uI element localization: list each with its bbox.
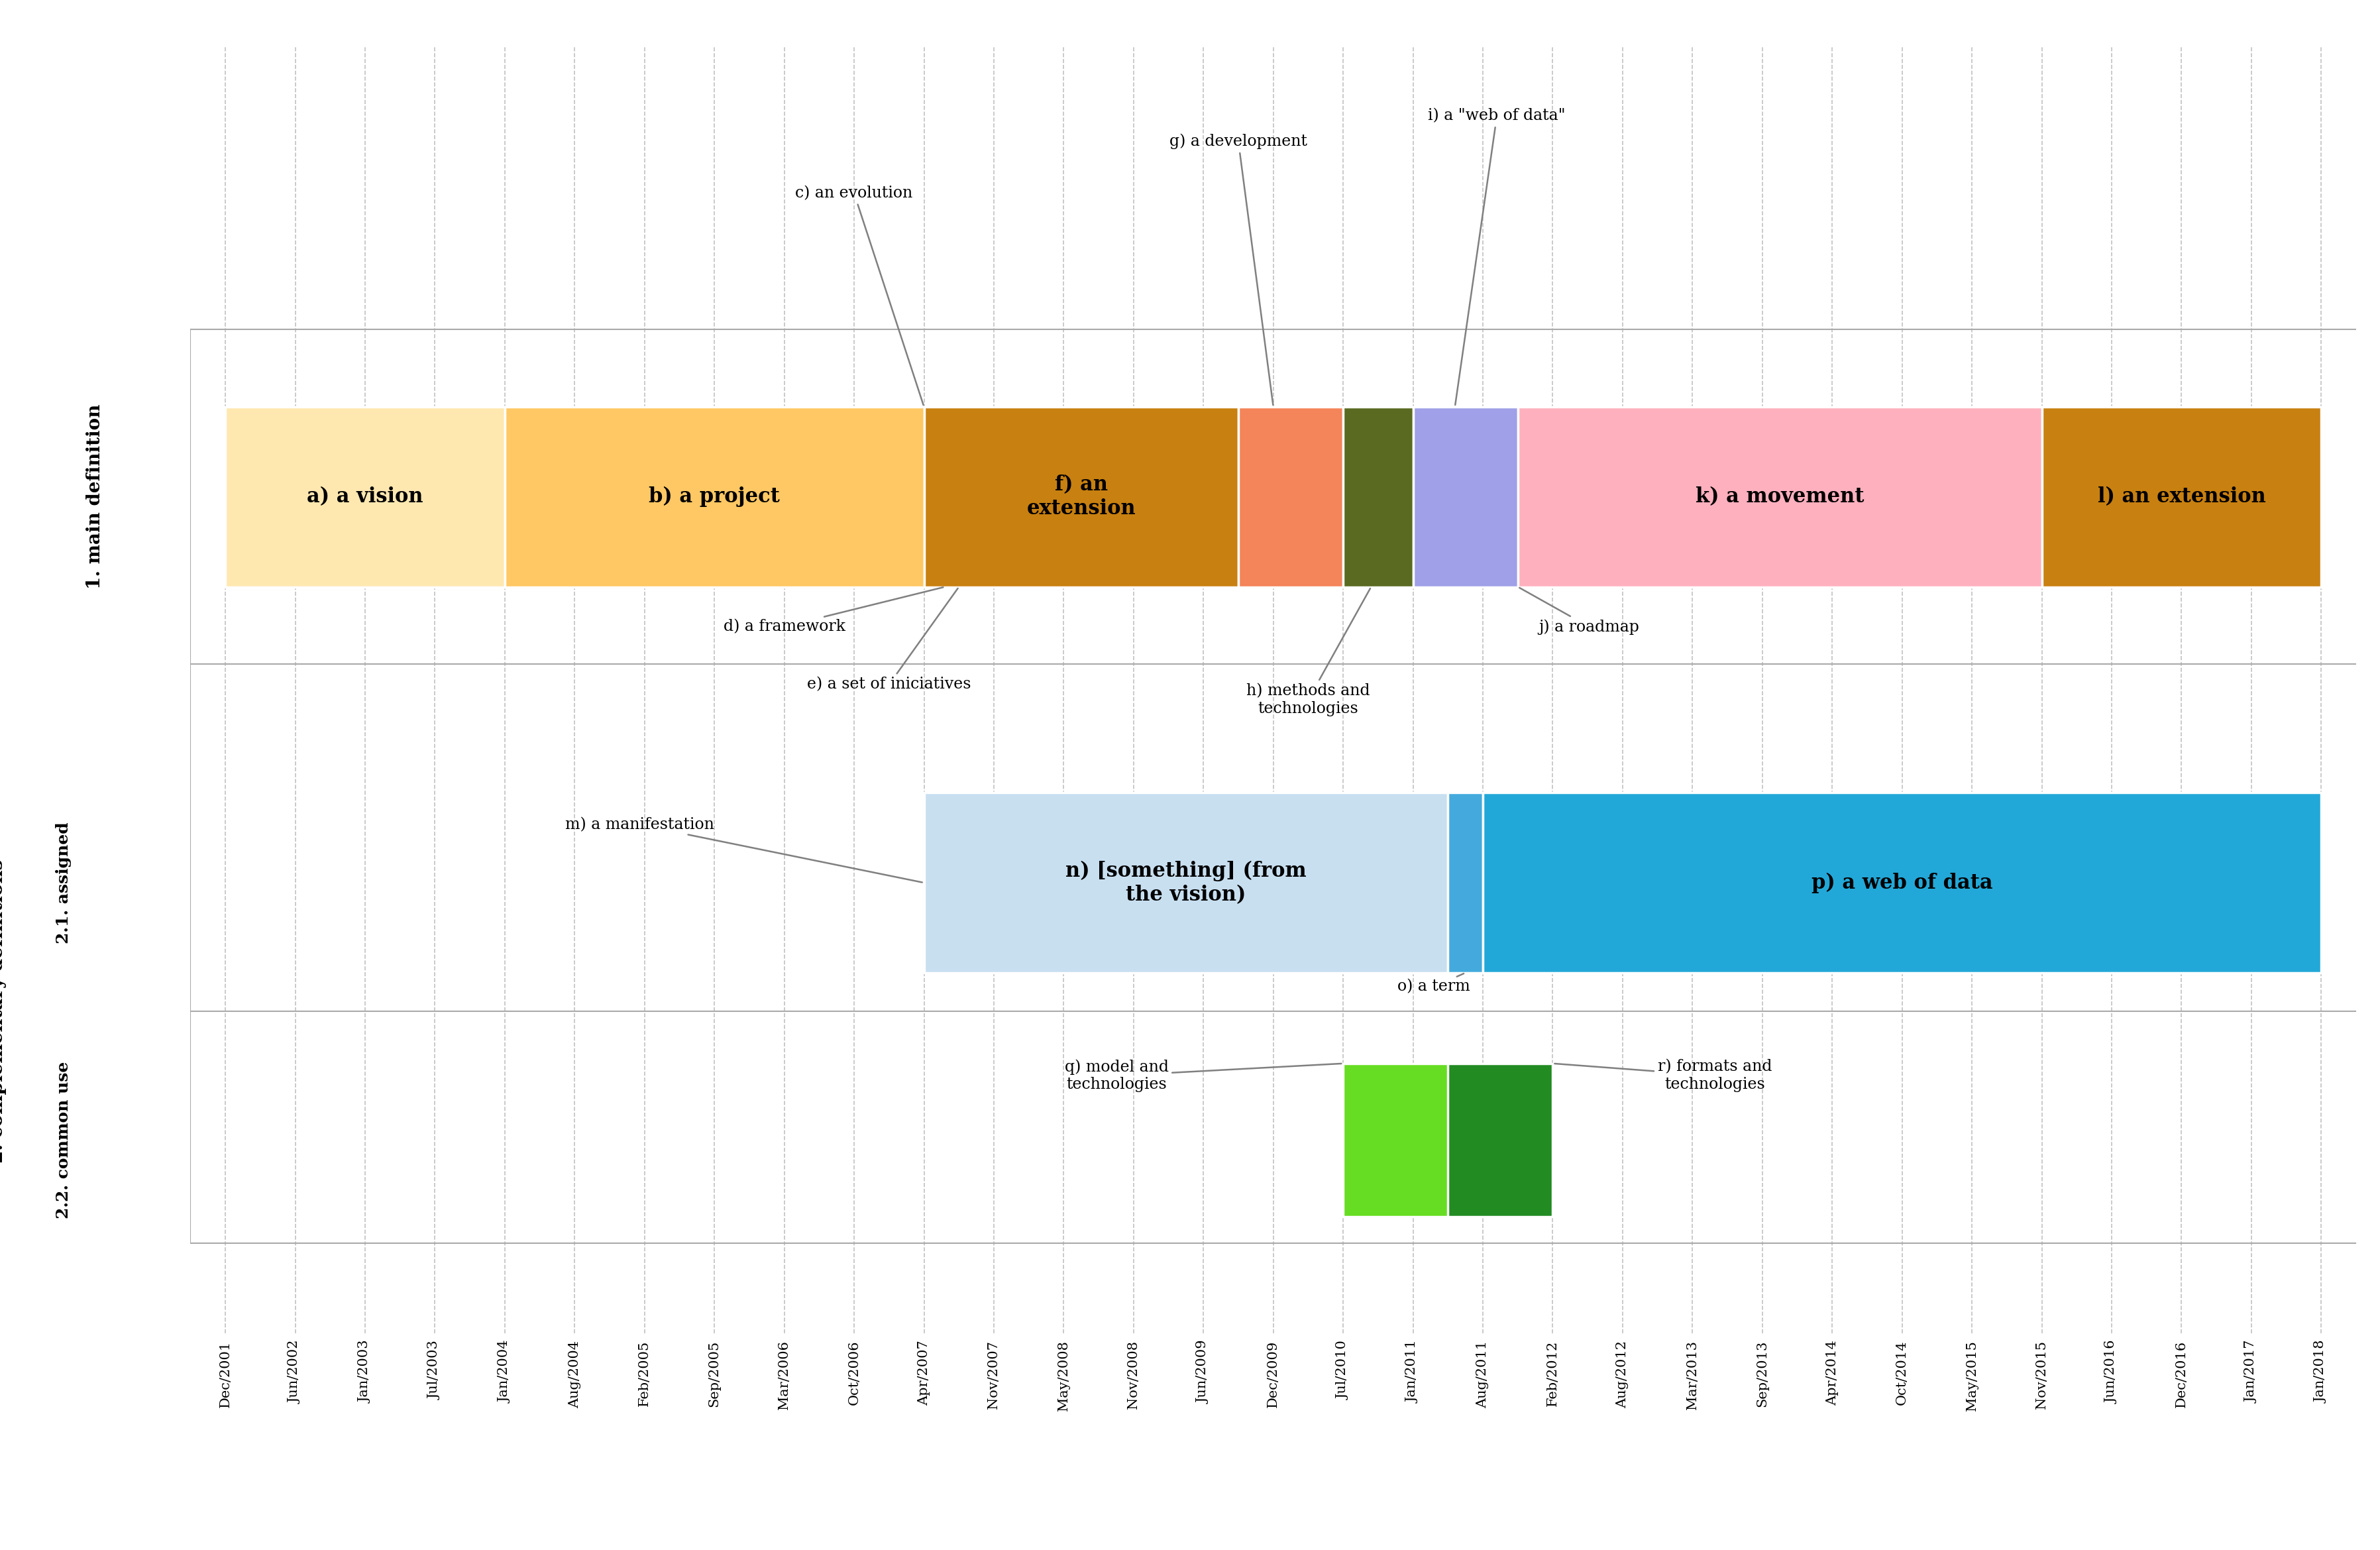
Bar xyxy=(1342,1063,1483,1217)
Text: m) a manifestation: m) a manifestation xyxy=(566,817,921,882)
Text: i) a "web of data": i) a "web of data" xyxy=(1428,109,1566,405)
Text: 2.1. assigned: 2.1. assigned xyxy=(55,822,71,944)
Bar xyxy=(1518,406,2042,587)
Text: k) a movement: k) a movement xyxy=(1695,487,1864,507)
Text: f) an
extension: f) an extension xyxy=(1026,474,1135,519)
Text: b) a project: b) a project xyxy=(650,487,781,507)
Text: 1. main definition: 1. main definition xyxy=(86,405,105,589)
Text: g) a development: g) a development xyxy=(1169,133,1307,405)
Text: c) an evolution: c) an evolution xyxy=(795,186,923,405)
Bar xyxy=(1447,1063,1552,1217)
Text: l) an extension: l) an extension xyxy=(2097,487,2266,507)
Text: r) formats and
technologies: r) formats and technologies xyxy=(1554,1059,1771,1093)
Bar xyxy=(2042,406,2320,587)
Text: a) a vision: a) a vision xyxy=(307,487,424,507)
Bar xyxy=(226,406,505,587)
Text: h) methods and
technologies: h) methods and technologies xyxy=(1247,589,1371,716)
Text: 2.2. common use: 2.2. common use xyxy=(55,1062,71,1218)
Bar xyxy=(923,406,1238,587)
Text: p) a web of data: p) a web of data xyxy=(1811,873,1992,893)
Bar xyxy=(1238,406,1342,587)
Bar xyxy=(505,406,923,587)
Bar xyxy=(923,792,1447,973)
Bar xyxy=(1483,792,2320,973)
Text: n) [something] (from
the vision): n) [something] (from the vision) xyxy=(1066,860,1307,905)
Text: o) a term: o) a term xyxy=(1397,973,1471,995)
Text: j) a roadmap: j) a roadmap xyxy=(1518,587,1640,634)
Bar xyxy=(1342,406,1414,587)
Text: 2. complementary definitions: 2. complementary definitions xyxy=(0,860,7,1162)
Bar xyxy=(1447,792,1483,973)
Bar xyxy=(1414,406,1518,587)
Text: q) model and
technologies: q) model and technologies xyxy=(1064,1059,1342,1093)
Text: d) a framework: d) a framework xyxy=(724,587,942,634)
Text: e) a set of iniciatives: e) a set of iniciatives xyxy=(807,589,971,693)
